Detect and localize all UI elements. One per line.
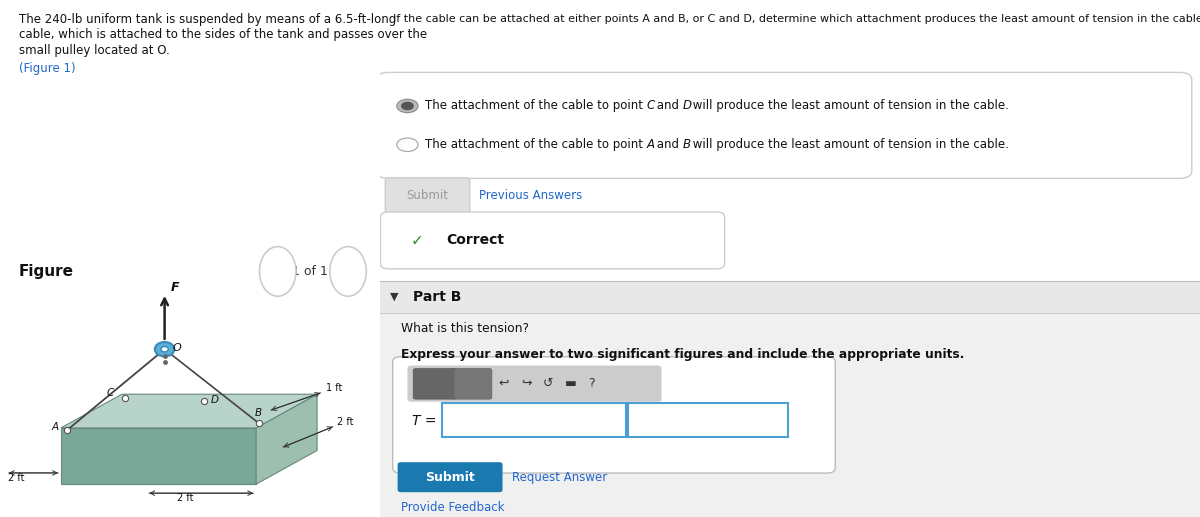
Text: D: D (683, 99, 691, 113)
Text: ▬: ▬ (565, 377, 576, 390)
Circle shape (161, 346, 168, 352)
Text: Figure: Figure (19, 264, 74, 279)
Text: and: and (653, 99, 683, 113)
FancyBboxPatch shape (397, 462, 503, 492)
FancyBboxPatch shape (0, 145, 380, 517)
Text: Request Answer: Request Answer (511, 470, 607, 484)
Circle shape (397, 138, 418, 151)
Text: The attachment of the cable to point: The attachment of the cable to point (426, 99, 647, 113)
Text: will produce the least amount of tension in the cable.: will produce the least amount of tension… (689, 138, 1009, 151)
Text: 1 ft: 1 ft (326, 383, 343, 393)
FancyBboxPatch shape (454, 369, 492, 399)
Text: F: F (170, 281, 179, 294)
Text: Units: Units (686, 414, 722, 429)
Text: B: B (254, 407, 262, 418)
Text: Submit: Submit (406, 189, 448, 202)
Text: ↺: ↺ (544, 377, 553, 390)
FancyBboxPatch shape (380, 281, 1200, 313)
FancyBboxPatch shape (413, 369, 457, 399)
Text: ▼: ▼ (390, 292, 398, 302)
Circle shape (259, 247, 296, 296)
FancyBboxPatch shape (628, 403, 787, 437)
Text: Value: Value (494, 414, 533, 429)
Text: Provide Feedback: Provide Feedback (401, 501, 504, 514)
Text: ↪: ↪ (521, 377, 532, 390)
Text: 2 ft: 2 ft (176, 493, 193, 503)
Polygon shape (61, 428, 256, 484)
Text: 2 ft: 2 ft (7, 473, 24, 483)
Text: >: > (343, 265, 353, 278)
Text: Previous Answers: Previous Answers (479, 189, 582, 202)
Circle shape (397, 99, 418, 113)
Text: A: A (52, 422, 59, 432)
Text: If the cable can be attached at either points A and B, or C and D, determine whi: If the cable can be attached at either p… (392, 14, 1200, 24)
Text: 2 ft: 2 ft (337, 417, 354, 427)
Circle shape (330, 247, 366, 296)
Text: ✓: ✓ (410, 233, 424, 248)
Text: B: B (683, 138, 691, 151)
Circle shape (402, 102, 413, 110)
Polygon shape (256, 394, 317, 484)
Text: T =: T = (412, 414, 436, 429)
Text: What is this tension?: What is this tension? (401, 322, 529, 335)
Text: The 240-lb uniform tank is suspended by means of a 6.5-ft-long: The 240-lb uniform tank is suspended by … (19, 13, 396, 26)
Text: C: C (107, 388, 114, 399)
Text: (Figure 1): (Figure 1) (19, 62, 76, 75)
FancyBboxPatch shape (385, 178, 469, 213)
Text: Submit: Submit (425, 470, 475, 484)
Text: will produce the least amount of tension in the cable.: will produce the least amount of tension… (689, 99, 1009, 113)
FancyBboxPatch shape (380, 212, 725, 269)
Text: ▪▪
▪▪: ▪▪ ▪▪ (432, 378, 439, 389)
Text: µA: µA (468, 379, 479, 388)
FancyBboxPatch shape (408, 366, 661, 402)
Circle shape (155, 342, 174, 356)
FancyBboxPatch shape (392, 357, 835, 473)
Text: D: D (210, 395, 218, 405)
Text: Express your answer to two significant figures and include the appropriate units: Express your answer to two significant f… (401, 347, 965, 361)
Text: <: < (272, 265, 283, 278)
Text: A: A (647, 138, 655, 151)
FancyBboxPatch shape (442, 403, 626, 437)
Text: O: O (173, 343, 181, 354)
Text: small pulley located at O.: small pulley located at O. (19, 44, 169, 57)
Text: Correct: Correct (446, 233, 504, 248)
Polygon shape (61, 394, 317, 428)
Text: cable, which is attached to the sides of the tank and passes over the: cable, which is attached to the sides of… (19, 28, 427, 41)
FancyBboxPatch shape (377, 72, 1192, 178)
Text: C: C (647, 99, 655, 113)
Text: Part B: Part B (413, 290, 462, 304)
Text: ?: ? (588, 377, 595, 390)
Text: ↩: ↩ (498, 377, 509, 390)
Text: The attachment of the cable to point: The attachment of the cable to point (426, 138, 647, 151)
FancyBboxPatch shape (380, 282, 1200, 517)
Text: and: and (653, 138, 683, 151)
Text: 1 of 1: 1 of 1 (292, 265, 328, 278)
